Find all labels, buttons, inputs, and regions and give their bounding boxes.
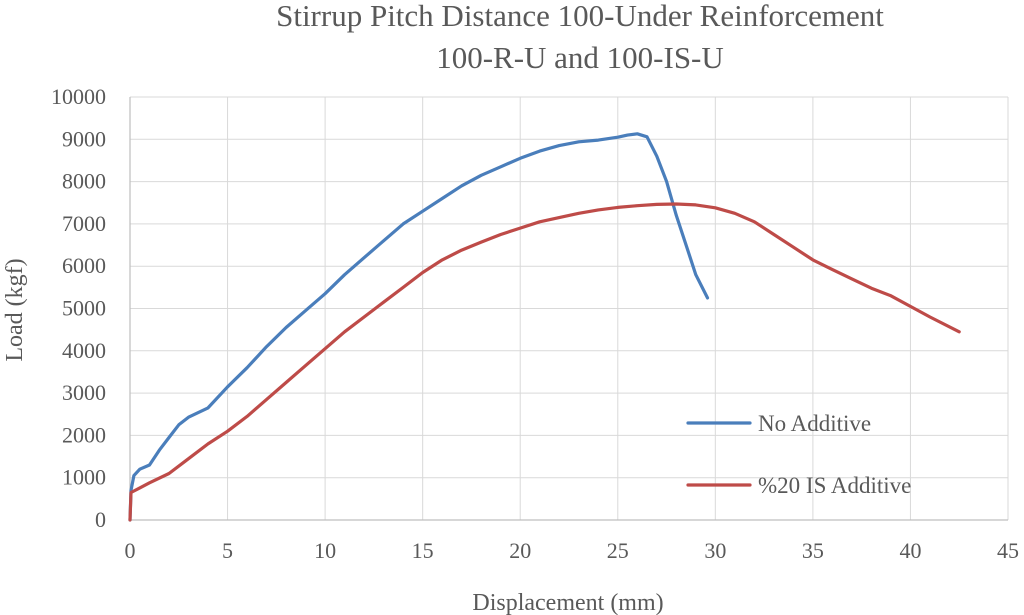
chart-title-line-2: 100-R-U and 100-IS-U	[436, 40, 724, 75]
x-tick-label: 10	[314, 538, 336, 563]
chart-title-line-1: Stirrup Pitch Distance 100-Under Reinfor…	[276, 0, 884, 33]
y-tick-label: 6000	[62, 253, 106, 278]
x-tick-label: 0	[125, 538, 136, 563]
y-tick-label: 2000	[62, 422, 106, 447]
axes: 0100020003000400050006000700080009000100…	[51, 84, 1019, 563]
series-line-1	[128, 132, 710, 522]
y-tick-label: 0	[95, 507, 106, 532]
y-tick-label: 5000	[62, 296, 106, 321]
y-tick-label: 10000	[51, 84, 106, 109]
legend: No Additive %20 IS Additive	[686, 411, 911, 498]
y-tick-label: 7000	[62, 211, 106, 236]
x-tick-label: 20	[509, 538, 531, 563]
series-line-2	[128, 202, 961, 522]
x-axis-label: Displacement (mm)	[472, 590, 663, 615]
x-tick-label: 25	[607, 538, 629, 563]
x-tick-label: 15	[412, 538, 434, 563]
y-tick-label: 1000	[62, 465, 106, 490]
series	[128, 132, 961, 522]
x-tick-label: 45	[997, 538, 1019, 563]
x-tick-label: 40	[899, 538, 921, 563]
y-tick-label: 3000	[62, 380, 106, 405]
x-tick-label: 5	[222, 538, 233, 563]
y-axis-label: Load (kgf)	[2, 258, 28, 361]
y-tick-label: 9000	[62, 126, 106, 151]
y-tick-label: 8000	[62, 169, 106, 194]
legend-label: No Additive	[758, 411, 871, 436]
x-tick-label: 30	[704, 538, 726, 563]
y-tick-label: 4000	[62, 338, 106, 363]
grid	[130, 96, 1009, 520]
legend-label: %20 IS Additive	[758, 473, 911, 498]
x-tick-label: 35	[802, 538, 824, 563]
chart-title: Stirrup Pitch Distance 100-Under Reinfor…	[276, 0, 884, 75]
